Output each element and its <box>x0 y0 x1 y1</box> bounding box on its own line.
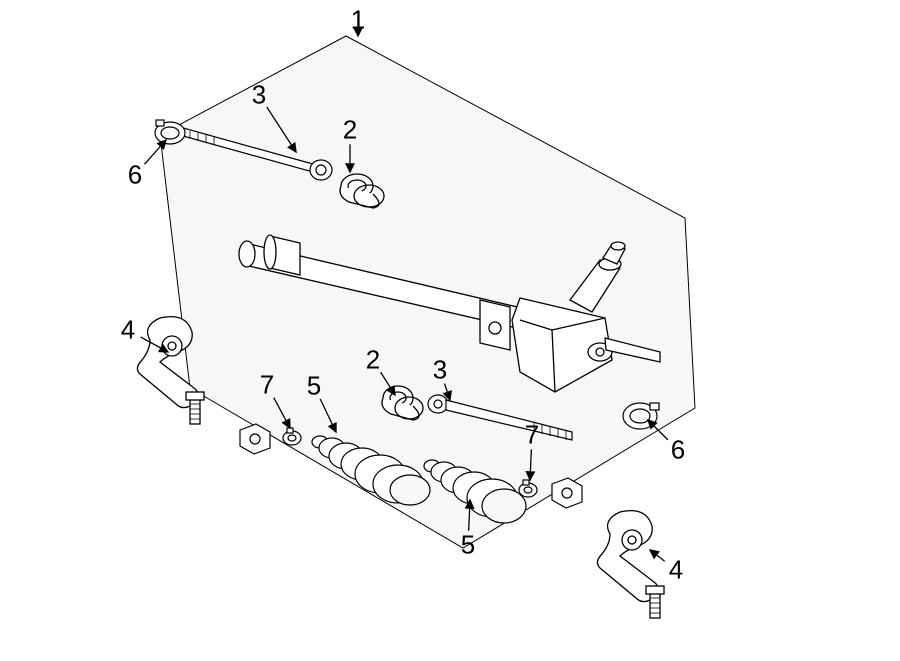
callout-label-2: 2 <box>366 345 380 376</box>
callout-label-7: 7 <box>525 420 539 451</box>
jam-nut-right <box>552 478 582 508</box>
outer-tie-rod-end-right <box>597 511 664 618</box>
parts-diagram: 1 3 2 6 4 7 5 2 3 7 5 6 4 <box>0 0 900 661</box>
callout-label-5: 5 <box>461 530 475 561</box>
callout-label-3: 3 <box>252 80 266 111</box>
callout-label-6: 6 <box>128 160 142 191</box>
callout-label-4: 4 <box>121 315 135 346</box>
callout-label-5: 5 <box>307 371 321 402</box>
callout-label-7: 7 <box>260 370 274 401</box>
callout-label-3: 3 <box>433 355 447 386</box>
callout-label-1: 1 <box>351 5 365 36</box>
callout-label-2: 2 <box>343 115 357 146</box>
callout-label-6: 6 <box>671 435 685 466</box>
callout-label-4: 4 <box>669 555 683 586</box>
